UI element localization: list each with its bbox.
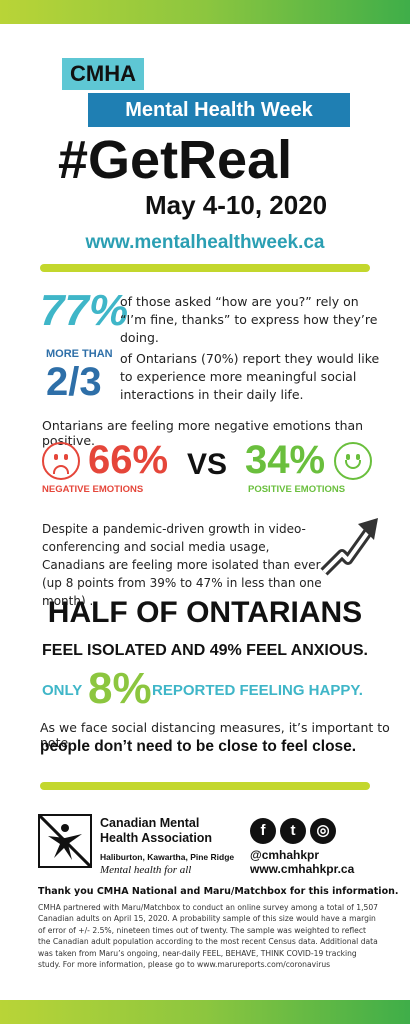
- divider: [40, 264, 370, 272]
- org-name: Canadian Mental Health Association: [100, 816, 213, 845]
- event-dates: May 4-10, 2020: [145, 190, 328, 220]
- positive-value: 34%: [245, 438, 326, 482]
- happy-value: 8%: [88, 664, 152, 713]
- divider: [40, 782, 370, 790]
- isolation-text: Despite a pandemic-driven growth in vide…: [42, 522, 322, 608]
- trend-arrow-icon: [320, 518, 378, 576]
- negative-value: 66%: [88, 438, 169, 482]
- branch-website[interactable]: www.cmhahkpr.ca: [250, 862, 355, 876]
- thanks-line: Thank you CMHA National and Maru/Matchbo…: [38, 886, 399, 897]
- stat-23-value: 2/3: [46, 360, 102, 404]
- hashtag-title: #GetReal: [58, 130, 293, 190]
- stat-77-text: of those asked “how are you?” rely on “I…: [120, 294, 378, 345]
- vs-label: VS: [187, 448, 228, 481]
- half-ontarians-heading: HALF OF ONTARIANS: [47, 596, 363, 629]
- emotions-intro: Ontarians are feeling more negative emot…: [42, 418, 364, 448]
- stat-77-value: 77%: [40, 286, 129, 335]
- instagram-icon[interactable]: ◎: [310, 818, 336, 844]
- twitter-icon[interactable]: t: [280, 818, 306, 844]
- branch-name: Haliburton, Kawartha, Pine Ridge: [100, 852, 235, 862]
- event-tag: Mental Health Week: [88, 93, 350, 127]
- distancing-line-1: As we face social distancing measures, i…: [40, 720, 390, 750]
- stat-23-text: of Ontarians (70%) report they would lik…: [120, 351, 380, 402]
- distancing-line-2: people don’t need to be close to feel cl…: [40, 738, 357, 755]
- facebook-icon[interactable]: f: [250, 818, 276, 844]
- cmha-logo-icon: [38, 814, 92, 868]
- sad-face-icon: [42, 442, 80, 480]
- cmha-tag: CMHA: [62, 58, 144, 90]
- social-handle[interactable]: @cmhahkpr: [250, 848, 320, 862]
- isolated-anxious-line: FEEL ISOLATED AND 49% FEEL ANXIOUS.: [42, 642, 368, 659]
- positive-label: POSITIVE EMOTIONS: [248, 484, 346, 495]
- happy-prefix: ONLY: [42, 682, 83, 699]
- bottom-gradient-bar: [0, 1000, 410, 1024]
- org-tagline: Mental health for all: [100, 864, 192, 876]
- negative-label: NEGATIVE EMOTIONS: [42, 484, 144, 495]
- happy-text: REPORTED FEELING HAPPY.: [152, 682, 363, 699]
- happy-face-icon: [334, 442, 372, 480]
- stat-23-prefix: MORE THAN: [46, 348, 113, 360]
- event-url[interactable]: www.mentalhealthweek.ca: [85, 232, 325, 253]
- top-gradient-bar: [0, 0, 410, 24]
- fineprint: CMHA partnered with Maru/Matchbox to con…: [38, 903, 378, 970]
